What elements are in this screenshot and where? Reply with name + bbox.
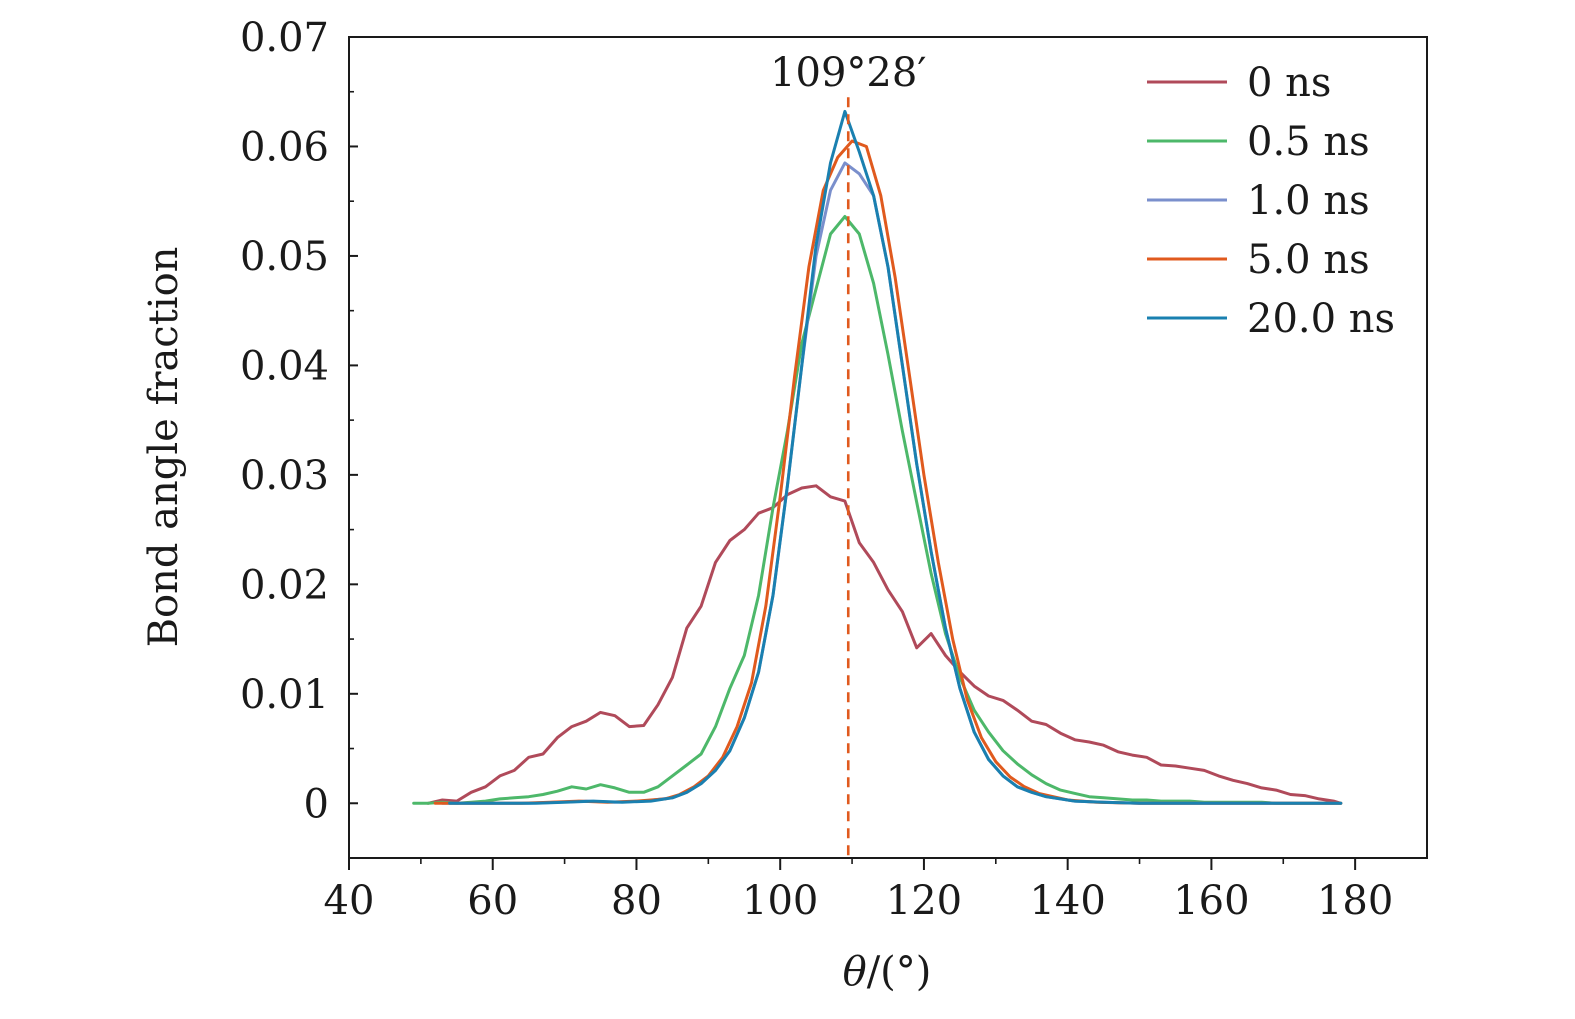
legend-label-0_5-ns: 0.5 ns: [1247, 119, 1370, 165]
legend-label-0-ns: 0 ns: [1247, 60, 1331, 106]
x-tick-label: 180: [1317, 878, 1393, 924]
series-line-20_0-ns: [448, 109, 1343, 805]
y-tick-label: 0.04: [240, 343, 329, 389]
legend-label-5_0-ns: 5.0 ns: [1247, 237, 1370, 283]
y-tick-label: 0.07: [240, 15, 329, 61]
x-axis-title: θ/(°): [843, 949, 932, 995]
plot-frame: [348, 36, 1428, 859]
axes: 40 60 80 100 120 140 160 180 0 0.01 0.02 0.03 0.04 0.…: [240, 15, 1428, 924]
x-tick-label: 60: [467, 878, 518, 924]
y-tick-label: 0.01: [240, 672, 329, 718]
legend: 0 ns 0.5 ns 1.0 ns 5.0 ns 20.0 ns: [1147, 60, 1395, 342]
x-axis-title-symbol: θ: [843, 949, 867, 995]
x-tick-label: 80: [611, 878, 662, 924]
series-line-0_5-ns: [412, 215, 1343, 805]
y-tick-label: 0.03: [240, 453, 329, 499]
plot-area: 109°28′: [412, 50, 1343, 858]
x-axis-title-unit: /(°): [867, 949, 932, 995]
y-tick-label: 0.05: [240, 234, 329, 280]
x-tick-label: 120: [886, 878, 962, 924]
x-tick-label: 140: [1029, 878, 1105, 924]
reference-line-label: 109°28′: [770, 50, 926, 96]
x-tick-label: 40: [324, 878, 375, 924]
legend-label-20_0-ns: 20.0 ns: [1247, 296, 1395, 342]
series-line-0-ns: [426, 484, 1343, 805]
x-tick-label: 100: [742, 878, 818, 924]
y-tick-label: 0.02: [240, 562, 329, 608]
series-line-5_0-ns: [433, 139, 1343, 805]
y-axis-title: Bond angle fraction: [141, 247, 187, 648]
y-tick-label: 0: [304, 781, 329, 827]
legend-label-1_0-ns: 1.0 ns: [1247, 178, 1370, 224]
x-tick-label: 160: [1173, 878, 1249, 924]
y-tick-label: 0.06: [240, 124, 329, 170]
